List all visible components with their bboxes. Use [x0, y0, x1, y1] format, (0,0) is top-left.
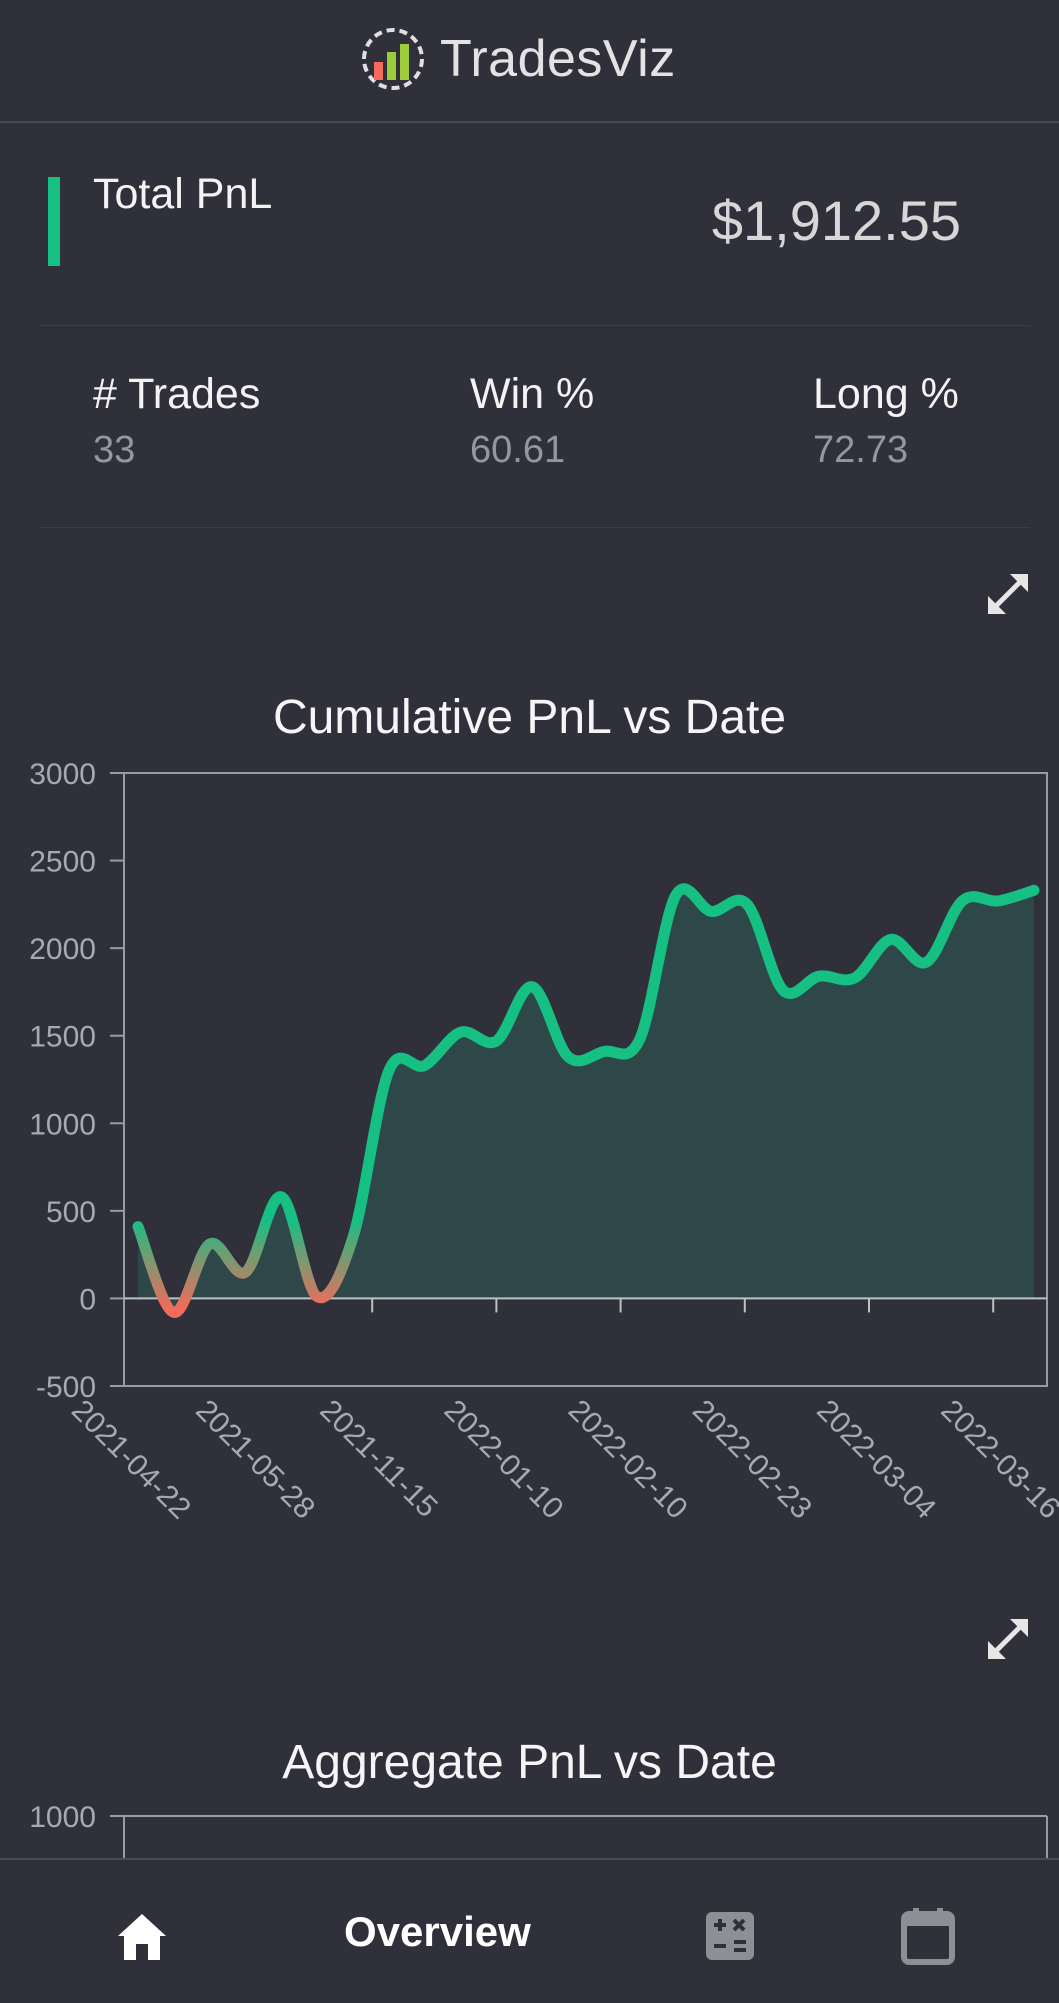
aggregate-chart-title: Aggregate PnL vs Date	[282, 1736, 777, 1789]
x-tick-label: 2022-02-23	[686, 1394, 818, 1526]
stat-label: Long %	[813, 370, 959, 418]
y-tick-label: 2500	[29, 846, 96, 879]
x-tick-label: 2022-03-04	[810, 1394, 942, 1526]
y-tick-label: -500	[36, 1371, 96, 1404]
nav-overview-label[interactable]: Overview	[344, 1908, 531, 1955]
logo-icon	[362, 28, 424, 90]
home-icon[interactable]	[116, 1910, 168, 1962]
divider	[40, 325, 1030, 326]
cumulative-line	[132, 883, 1040, 1318]
cumulative-chart-title: Cumulative PnL vs Date	[272, 691, 787, 744]
y-tick-label: 0	[79, 1283, 96, 1316]
x-tick-label: 2021-11-15	[313, 1394, 443, 1524]
x-tick-label: 2021-05-28	[189, 1394, 321, 1526]
cumulative-area	[138, 888, 1034, 1313]
y-tick-label: 1000	[29, 1108, 96, 1141]
stat-win-pct: Win % 60.61	[470, 370, 594, 472]
plot-frame	[123, 772, 1048, 1387]
expand-icon[interactable]	[984, 1615, 1032, 1663]
y-tick-label: 3000	[29, 760, 96, 791]
stat-value: 72.73	[813, 429, 909, 471]
x-tick-label: 2021-04-22	[65, 1394, 197, 1526]
total-pnl-label: Total PnL	[93, 170, 273, 218]
calculator-icon[interactable]	[704, 1910, 756, 1962]
x-tick-label: 2022-02-10	[562, 1394, 694, 1526]
stat-value: 33	[93, 429, 136, 471]
stat-long-pct: Long % 72.73	[813, 370, 959, 472]
stat-label: Win %	[470, 370, 595, 418]
total-pnl-value: $1,912.55	[711, 189, 961, 252]
divider	[40, 527, 1030, 528]
x-axis: 2021-04-222021-05-282021-11-152022-01-10…	[65, 1394, 1059, 1526]
x-tick-label: 2022-03-16	[934, 1394, 1059, 1526]
y-tick-label: 2000	[29, 933, 96, 966]
x-tick-marks	[371, 1298, 995, 1313]
stat-value: 60.61	[470, 429, 566, 471]
x-tick-label: 2022-01-10	[438, 1394, 570, 1526]
bottom-nav: Overview	[0, 1858, 1059, 2003]
app-header: TradesViz	[0, 0, 1059, 123]
y-axis: 3000 2500 2000 1500 1000 500 0 -500	[29, 760, 124, 1404]
app-logo[interactable]: TradesViz	[360, 26, 676, 92]
stat-trades: # Trades 33	[93, 370, 260, 472]
app-title: TradesViz	[440, 30, 676, 88]
expand-icon[interactable]	[984, 570, 1032, 618]
aggregate-pnl-chart[interactable]: 1000	[0, 1795, 1059, 1865]
stat-label: # Trades	[93, 370, 261, 418]
pnl-accent-bar	[48, 177, 60, 266]
y-tick-label: 1500	[29, 1021, 96, 1054]
y-tick-label: 500	[46, 1196, 96, 1229]
calendar-icon[interactable]	[900, 1906, 956, 1966]
y-tick-label: 1000	[29, 1801, 96, 1834]
